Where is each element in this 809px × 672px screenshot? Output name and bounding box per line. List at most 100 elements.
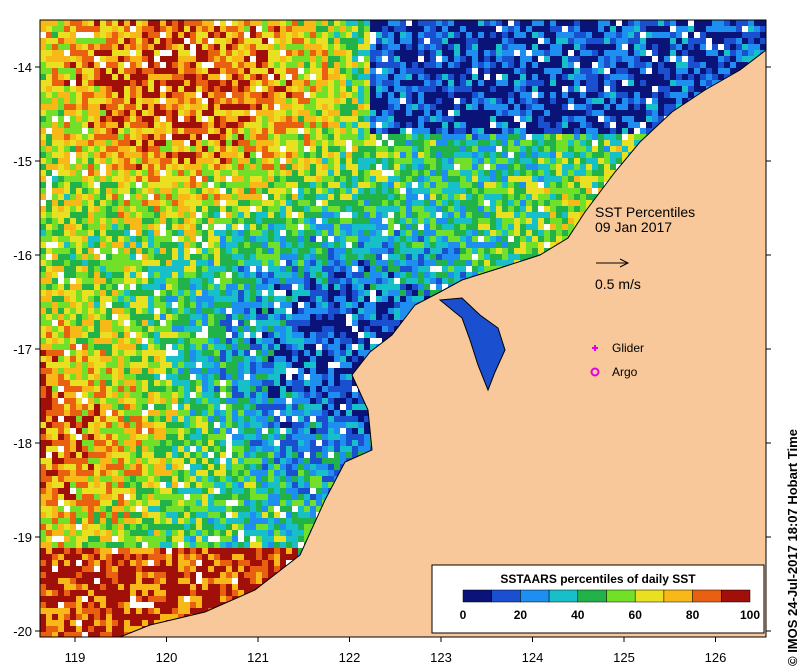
sst-cell — [310, 50, 316, 56]
sst-cell — [112, 236, 118, 242]
sst-cell — [142, 98, 148, 104]
sst-cell — [466, 20, 472, 26]
sst-cell — [334, 152, 340, 158]
sst-cell — [136, 104, 142, 110]
sst-cell — [106, 200, 112, 206]
sst-cell — [448, 248, 454, 254]
sst-cell — [508, 236, 514, 242]
sst-cell — [700, 32, 706, 38]
sst-cell — [424, 92, 430, 98]
sst-cell — [100, 74, 106, 80]
sst-cell — [136, 200, 142, 206]
sst-cell — [46, 194, 52, 200]
sst-cell — [712, 26, 718, 32]
sst-cell — [214, 122, 220, 128]
sst-cell — [106, 104, 112, 110]
sst-cell — [52, 206, 58, 212]
sst-cell — [460, 230, 466, 236]
sst-cell — [280, 146, 286, 152]
sst-cell — [208, 110, 214, 116]
sst-cell — [466, 80, 472, 86]
sst-cell — [94, 62, 100, 68]
sst-cell — [628, 128, 634, 134]
sst-cell — [436, 68, 442, 74]
sst-cell — [82, 188, 88, 194]
sst-cell — [244, 44, 250, 50]
sst-cell — [58, 32, 64, 38]
sst-cell — [226, 110, 232, 116]
sst-cell — [244, 32, 250, 38]
sst-cell — [334, 110, 340, 116]
sst-cell — [202, 134, 208, 140]
sst-cell — [352, 122, 358, 128]
sst-cell — [100, 224, 106, 230]
sst-cell — [352, 152, 358, 158]
sst-cell — [376, 164, 382, 170]
sst-cell — [448, 32, 454, 38]
sst-cell — [256, 254, 262, 260]
sst-cell — [454, 110, 460, 116]
sst-cell — [472, 74, 478, 80]
sst-cell — [532, 122, 538, 128]
sst-cell — [184, 38, 190, 44]
sst-cell — [262, 146, 268, 152]
sst-cell — [154, 188, 160, 194]
sst-cell — [568, 206, 574, 212]
sst-cell — [706, 20, 712, 26]
sst-cell — [178, 254, 184, 260]
sst-cell — [352, 248, 358, 254]
sst-cell — [382, 122, 388, 128]
sst-cell — [568, 86, 574, 92]
sst-cell — [208, 134, 214, 140]
sst-cell — [466, 92, 472, 98]
sst-cell — [490, 230, 496, 236]
sst-cell — [40, 254, 46, 260]
sst-cell — [142, 260, 148, 266]
sst-cell — [664, 110, 670, 116]
sst-cell — [112, 152, 118, 158]
sst-cell — [610, 62, 616, 68]
sst-cell — [58, 164, 64, 170]
sst-cell — [70, 254, 76, 260]
sst-cell — [532, 92, 538, 98]
sst-cell — [94, 242, 100, 248]
sst-cell — [304, 206, 310, 212]
sst-cell — [364, 140, 370, 146]
sst-cell — [538, 182, 544, 188]
sst-cell — [346, 80, 352, 86]
sst-cell — [268, 68, 274, 74]
sst-cell — [490, 140, 496, 146]
sst-cell — [574, 170, 580, 176]
sst-cell — [358, 170, 364, 176]
sst-cell — [178, 38, 184, 44]
sst-cell — [454, 242, 460, 248]
sst-cell — [262, 110, 268, 116]
sst-cell — [244, 182, 250, 188]
sst-cell — [316, 242, 322, 248]
sst-cell — [406, 170, 412, 176]
sst-cell — [472, 254, 478, 260]
sst-cell — [232, 68, 238, 74]
sst-cell — [340, 134, 346, 140]
sst-cell — [112, 260, 118, 266]
sst-cell — [142, 254, 148, 260]
sst-cell — [712, 32, 718, 38]
sst-cell — [340, 50, 346, 56]
sst-cell — [688, 56, 694, 62]
sst-cell — [712, 56, 718, 62]
sst-cell — [388, 44, 394, 50]
sst-cell — [502, 86, 508, 92]
sst-cell — [334, 98, 340, 104]
sst-cell — [754, 32, 760, 38]
sst-cell — [310, 122, 316, 128]
sst-cell — [472, 116, 478, 122]
sst-cell — [154, 50, 160, 56]
sst-cell — [430, 236, 436, 242]
sst-cell — [604, 116, 610, 122]
sst-cell — [508, 170, 514, 176]
sst-cell — [112, 248, 118, 254]
sst-cell — [178, 122, 184, 128]
sst-cell — [616, 20, 622, 26]
sst-cell — [130, 56, 136, 62]
sst-cell — [76, 170, 82, 176]
